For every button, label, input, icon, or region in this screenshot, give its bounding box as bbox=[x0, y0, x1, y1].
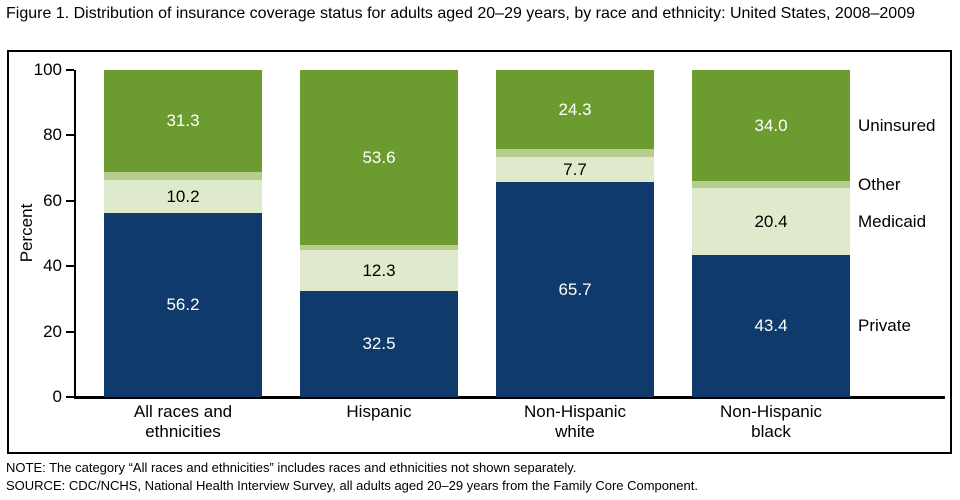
bar-1: 31.3 10.2 56.2 bbox=[104, 70, 262, 397]
value-label: 7.7 bbox=[563, 159, 587, 179]
value-label: 53.6 bbox=[362, 147, 396, 167]
bar-segment-uninsured: 24.3 bbox=[496, 70, 654, 150]
y-tick-label: 40 bbox=[43, 256, 62, 276]
legend-label-private: Private bbox=[858, 316, 911, 336]
bar-segment-other bbox=[300, 245, 458, 251]
legend-label-medicaid: Medicaid bbox=[858, 211, 927, 231]
bar-segment-other bbox=[496, 149, 654, 157]
value-label: 65.7 bbox=[558, 279, 592, 299]
value-label: 20.4 bbox=[754, 211, 788, 231]
bar-segment-other bbox=[104, 172, 262, 180]
y-tick-mark bbox=[66, 396, 74, 398]
legend-label-other: Other bbox=[858, 174, 901, 194]
bar-segment-private: 32.5 bbox=[300, 290, 458, 397]
x-category-label: All races and ethnicities bbox=[133, 402, 233, 441]
x-category-label: Hispanic bbox=[346, 402, 412, 421]
value-label: 56.2 bbox=[166, 295, 200, 315]
bar-segment-private: 65.7 bbox=[496, 182, 654, 397]
y-tick-mark bbox=[66, 134, 74, 137]
bar-segment-uninsured: 34.0 bbox=[692, 70, 850, 182]
bar-segment-medicaid: 7.7 bbox=[496, 156, 654, 183]
x-category-label: Non-Hispanic black bbox=[719, 402, 823, 441]
y-tick-mark bbox=[66, 69, 74, 71]
y-tick-mark bbox=[66, 199, 74, 202]
value-label: 43.4 bbox=[754, 316, 788, 336]
bar-2: 53.6 12.3 32.5 bbox=[300, 70, 458, 397]
y-axis-line bbox=[74, 70, 76, 399]
bar-3: 24.3 7.7 65.7 bbox=[496, 70, 654, 397]
x-axis-line bbox=[74, 396, 945, 399]
figure-title: Figure 1. Distribution of insurance cove… bbox=[6, 5, 915, 22]
bar-segment-medicaid: 20.4 bbox=[692, 188, 850, 256]
value-label: 10.2 bbox=[166, 186, 200, 206]
y-tick-mark bbox=[66, 330, 74, 333]
y-tick-label: 100 bbox=[33, 60, 62, 79]
bar-segment-medicaid: 10.2 bbox=[104, 179, 262, 214]
bar-segment-private: 43.4 bbox=[692, 255, 850, 397]
y-tick-mark bbox=[66, 265, 74, 268]
y-tick-label: 20 bbox=[43, 321, 62, 341]
bar-segment-other bbox=[692, 181, 850, 189]
bar-segment-private: 56.2 bbox=[104, 213, 262, 397]
legend-label-uninsured: Uninsured bbox=[858, 115, 936, 135]
bar-segment-medicaid: 12.3 bbox=[300, 250, 458, 291]
bar-segment-uninsured: 53.6 bbox=[300, 70, 458, 246]
value-label: 32.5 bbox=[362, 333, 396, 353]
x-category-label: Non-Hispanic white bbox=[523, 402, 627, 441]
bar-4: 34.0 20.4 43.4 bbox=[692, 70, 850, 397]
value-label: 12.3 bbox=[362, 260, 396, 280]
value-label: 24.3 bbox=[558, 99, 592, 119]
y-tick-label: 60 bbox=[43, 190, 62, 210]
y-tick-label: 80 bbox=[43, 125, 62, 145]
figure-notes: NOTE: The category “All races and ethnic… bbox=[6, 459, 956, 495]
source-text: SOURCE: CDC/NCHS, National Health Interv… bbox=[6, 478, 698, 493]
bar-segment-uninsured: 31.3 bbox=[104, 70, 262, 173]
value-label: 31.3 bbox=[166, 111, 200, 131]
value-label: 34.0 bbox=[754, 115, 788, 135]
note-text: NOTE: The category “All races and ethnic… bbox=[6, 460, 577, 475]
y-tick-label: 0 bbox=[52, 387, 62, 406]
